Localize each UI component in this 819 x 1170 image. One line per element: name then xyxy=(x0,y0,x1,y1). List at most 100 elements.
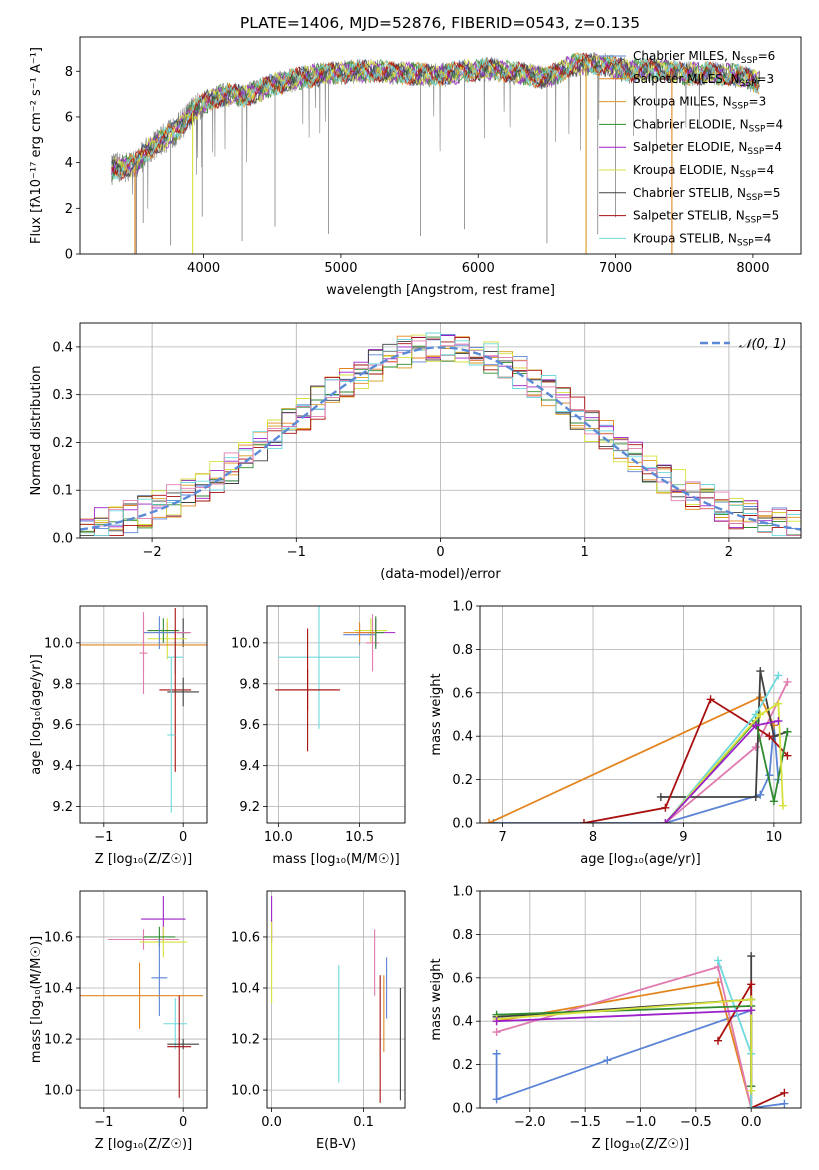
axes-frame xyxy=(79,322,802,539)
axes-frame xyxy=(266,605,406,824)
series-line-pink xyxy=(496,965,753,1108)
y-tick-label: 0.0 xyxy=(452,817,473,832)
plus-marker xyxy=(747,1086,756,1095)
x-tick-label: 2 xyxy=(725,545,733,560)
legend-label: Kroupa MILES, N xyxy=(633,95,732,109)
y-tick-label: 9.2 xyxy=(52,800,73,815)
plus-marker xyxy=(492,1095,501,1104)
legend-value: =3 xyxy=(749,95,767,109)
x-tick-label: 10 xyxy=(766,830,783,845)
y-tick-label: 4 xyxy=(65,156,73,171)
y-tick-label: 10.4 xyxy=(231,982,260,997)
series-line-kroupa_elodie xyxy=(664,702,784,823)
plus-marker xyxy=(747,995,756,1004)
panel-4: 7 8 9 10 0.0 0.2 0.4 0.6 0.8 1.0 age [log₁₀(age/yr… xyxy=(429,600,802,867)
legend-subscript: SSP xyxy=(737,238,754,248)
legend-entry: Chabrier MILES, NSSP=6 xyxy=(633,49,775,66)
x-tick-label: 10.0 xyxy=(264,830,293,845)
y-tick-label: 0.4 xyxy=(52,340,73,355)
legend-value: =5 xyxy=(763,186,781,200)
data-point xyxy=(107,929,180,950)
plus-marker xyxy=(713,1036,722,1045)
legend-entry: Salpeter MILES, NSSP=3 xyxy=(633,72,774,89)
legend: 𝒩(0, 1) xyxy=(700,337,786,352)
x-axis-label: age [log₁₀(age/yr)] xyxy=(580,852,701,867)
model-spectrum-salpeter_elodie xyxy=(111,53,760,176)
plus-marker xyxy=(780,1099,789,1108)
x-tick-label: −1 xyxy=(94,1115,113,1130)
legend-label: Salpeter ELODIE, N xyxy=(633,140,747,154)
data-point xyxy=(278,628,337,752)
legend-subscript: SSP xyxy=(749,124,766,134)
x-tick-label: 8 xyxy=(589,830,597,845)
y-tick-label: 2 xyxy=(65,202,73,217)
plus-marker xyxy=(747,980,756,989)
x-axis-label: Z [log₁₀(Z/Z☉)] xyxy=(95,1137,192,1152)
legend-value: =3 xyxy=(756,72,774,86)
spectrum-data xyxy=(111,51,761,254)
data-point xyxy=(151,939,168,1017)
normal-curve xyxy=(80,346,801,531)
x-tick-label: 10.5 xyxy=(345,830,374,845)
y-tick-label: 0.2 xyxy=(52,436,73,451)
plus-marker xyxy=(756,710,765,719)
plus-marker xyxy=(747,1006,756,1015)
y-tick-label: 10.0 xyxy=(231,636,260,651)
y-tick-label: 9.6 xyxy=(239,718,260,733)
plus-marker xyxy=(713,956,722,965)
legend-entry: Salpeter ELODIE, NSSP=4 xyxy=(633,140,782,157)
legend-value: =4 xyxy=(764,140,782,154)
data-point xyxy=(278,606,360,729)
legend-value: =5 xyxy=(762,209,780,223)
x-tick-label: −1.0 xyxy=(625,1115,657,1130)
y-tick-label: 0.3 xyxy=(52,388,73,403)
legend-label: Chabrier ELODIE, N xyxy=(633,117,749,131)
plus-marker xyxy=(747,952,756,961)
data-point xyxy=(80,962,204,1029)
data-point xyxy=(139,612,148,695)
legend-subscript: SSP xyxy=(741,56,758,66)
plus-marker xyxy=(774,717,783,726)
y-tick-label: 9.8 xyxy=(52,677,73,692)
legend-value: =6 xyxy=(758,49,776,63)
axes-frame xyxy=(79,605,208,824)
y-tick-label: 0.6 xyxy=(452,971,473,986)
plus-marker xyxy=(492,1028,501,1037)
x-tick-label: 9 xyxy=(679,830,687,845)
y-axis-label: Normed distribution xyxy=(29,366,44,496)
legend-subscript: SSP xyxy=(747,147,764,157)
legend-value: =4 xyxy=(754,231,772,245)
histogram-step-pink xyxy=(80,340,801,536)
grid-lines xyxy=(267,606,405,823)
panel-3: 10.0 10.5 9.2 9.4 9.6 9.8 10.0 mass [log₁₀(M/M☉… xyxy=(231,605,406,867)
chart-title: PLATE=1406, MJD=52876, FIBERID=0543, z=0… xyxy=(240,14,640,32)
y-tick-label: 9.8 xyxy=(239,677,260,692)
y-tick-label: 10.0 xyxy=(44,1084,73,1099)
legend-value: =4 xyxy=(756,163,774,177)
plus-marker xyxy=(492,1049,501,1058)
panel-7: −2.0 −1.5 −1.0 −0.5 0.0 0.0 0.2 0.4 0.6 0.8 1.0 Z [… xyxy=(429,885,802,1152)
plus-marker xyxy=(778,801,787,810)
y-tick-label: 9.4 xyxy=(239,759,260,774)
errorbar-data xyxy=(80,608,207,813)
line-data xyxy=(485,667,792,823)
series-line-chabrier_elodie xyxy=(496,1005,753,1087)
x-axis-label: mass [log₁₀(M/M☉)] xyxy=(272,852,399,867)
y-tick-label: 1.0 xyxy=(452,885,473,900)
plus-marker xyxy=(774,671,783,680)
y-tick-label: 10.0 xyxy=(44,636,73,651)
legend-subscript: SSP xyxy=(732,102,749,112)
panel-5: −1 0 10.0 10.2 10.4 10.6 Z [log₁₀(Z/Z☉)] mass [… xyxy=(29,890,208,1152)
data-point xyxy=(147,618,180,643)
data-point xyxy=(163,998,188,1050)
series-line-chabrier_miles xyxy=(495,1009,785,1108)
x-tick-label: 0 xyxy=(436,545,444,560)
x-tick-label: 0.0 xyxy=(741,1115,762,1130)
plus-marker xyxy=(774,699,783,708)
axes-frame xyxy=(479,890,802,1109)
x-tick-label: 7000 xyxy=(599,261,632,276)
y-tick-label: 6 xyxy=(65,110,73,125)
data-point xyxy=(167,677,200,707)
y-tick-label: 8 xyxy=(65,65,73,80)
